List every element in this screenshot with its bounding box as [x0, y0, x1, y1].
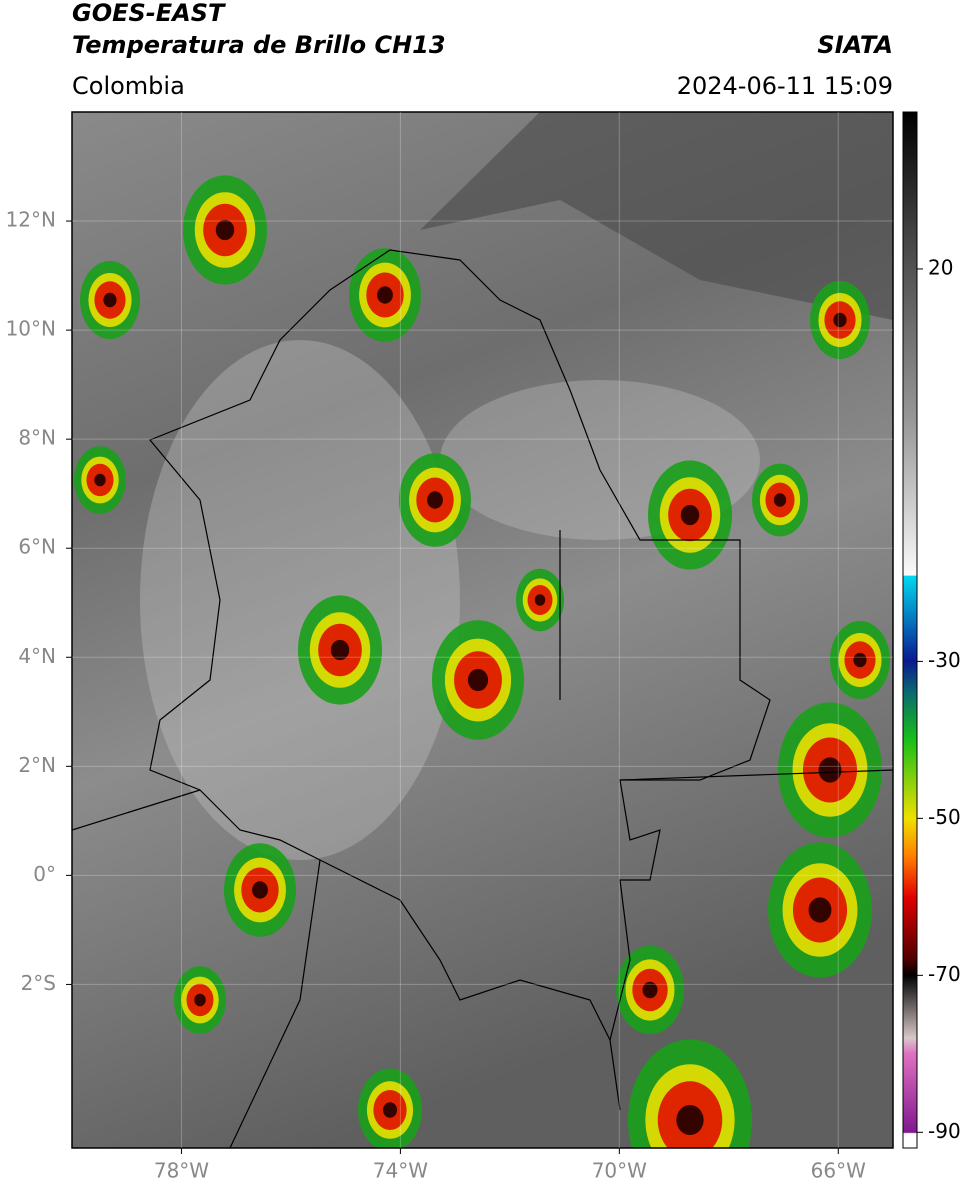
convective-cell	[194, 993, 206, 1007]
y-tick-label: 12°N	[6, 208, 56, 232]
x-tick-label: 78°W	[154, 1159, 209, 1183]
convective-cell	[467, 668, 489, 692]
colombia-border	[149, 249, 771, 1042]
country-border	[72, 530, 893, 1148]
convective-cell	[427, 491, 443, 509]
map-frame	[71, 111, 894, 1149]
convective-cell	[215, 219, 235, 241]
convective-cell	[330, 639, 350, 661]
convective-cell	[818, 757, 842, 783]
timestamp: 2024-06-11 15:09	[677, 72, 893, 100]
convective-cell	[833, 312, 847, 328]
convective-cell	[773, 493, 787, 507]
x-tick-label: 66°W	[811, 1159, 866, 1183]
brand: SIATA	[817, 31, 893, 59]
title: GOES-EAST	[72, 0, 226, 27]
convective-cell	[252, 881, 268, 899]
y-tick-label: 2°S	[21, 971, 56, 995]
colorbar-tick-label: -30	[928, 648, 961, 672]
colorbar-tick-label: 20	[928, 255, 953, 279]
subtitle: Temperatura de Brillo CH13	[72, 31, 446, 59]
convective-cell	[94, 473, 106, 487]
convective-cell	[808, 897, 832, 923]
convective-cell	[103, 292, 117, 308]
convective-cell	[680, 504, 700, 526]
colorbar-tick-label: -70	[928, 962, 961, 986]
colorbar	[902, 111, 918, 1149]
y-tick-label: 4°N	[18, 644, 56, 668]
y-tick-label: 6°N	[18, 535, 56, 559]
colorbar-tick-label: -90	[928, 1119, 961, 1143]
colorbar-tick-label: -50	[928, 805, 961, 829]
convective-cell	[382, 1102, 398, 1118]
cloud-area	[140, 340, 460, 860]
convective-cell	[676, 1104, 704, 1136]
y-tick-label: 0°	[33, 862, 56, 886]
x-tick-label: 70°W	[592, 1159, 647, 1183]
borders	[72, 249, 893, 1148]
convective-cell	[377, 286, 393, 304]
region: Colombia	[72, 72, 185, 100]
y-tick-label: 10°N	[6, 317, 56, 341]
convective-cell	[534, 594, 546, 606]
convective-cell	[853, 652, 867, 668]
y-tick-label: 2°N	[18, 753, 56, 777]
dry-area	[420, 112, 893, 320]
convective-cell	[642, 981, 658, 999]
y-tick-label: 8°N	[18, 426, 56, 450]
map	[72, 112, 893, 1148]
x-tick-label: 74°W	[373, 1159, 428, 1183]
